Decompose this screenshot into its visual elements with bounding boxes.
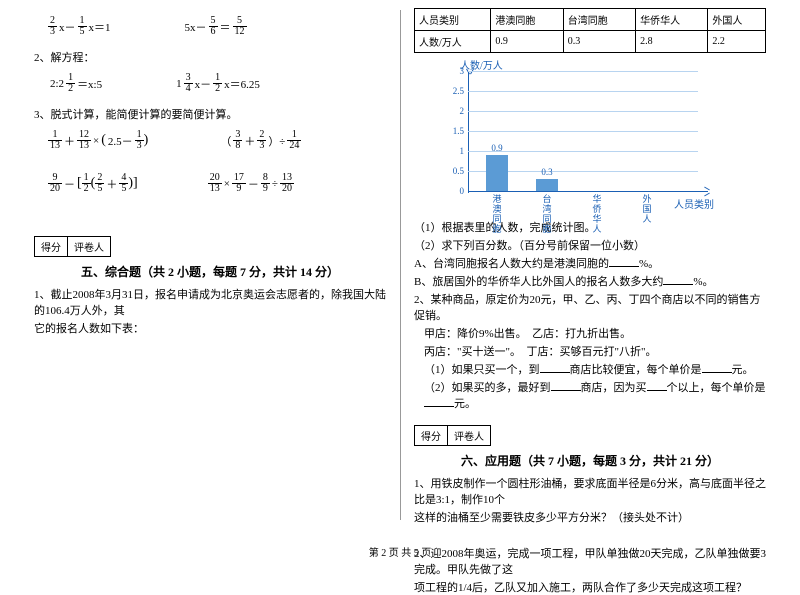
section-5-title: 五、综合题（共 2 小题，每题 7 分，共计 14 分） — [34, 263, 386, 280]
eq2b: 134x－12x＝6.25 — [174, 73, 262, 94]
td-tw: 0.3 — [563, 31, 635, 53]
equation-row-2: 2:212＝x:5 134x－12x＝6.25 — [48, 73, 386, 94]
score-box-6: 得分 评卷人 — [414, 425, 491, 446]
bar-value-label: 0.3 — [532, 167, 562, 177]
q5-2b: 甲店：降价9%出售。 乙店：打九折出售。 — [424, 325, 766, 341]
score-label: 得分 — [35, 237, 68, 256]
grid-line — [468, 111, 698, 112]
th-overseas: 华侨华人 — [636, 9, 708, 31]
eq3a: 113＋1213×(2.5－13) — [48, 130, 148, 151]
td-overseas: 2.8 — [636, 31, 708, 53]
q-A: A、台湾同胞报名人数大约是港澳同胞的%。 — [414, 255, 766, 271]
left-column: 23 x－ 15 x＝1 5x－ 56＝512 2、解方程： 2:212＝x:5… — [20, 8, 400, 540]
item-2-title: 2、解方程： — [34, 49, 386, 65]
y-axis — [468, 71, 469, 193]
x-category-label: 华侨华人 — [590, 195, 604, 235]
q6-1a: 1、用铁皮制作一个圆柱形油桶，要求底面半径是6分米，高与底面半径之比是3:1，制… — [414, 475, 766, 507]
eq1a: 23 x－ 15 x＝1 — [48, 16, 113, 37]
y-tick: 2.5 — [446, 86, 464, 96]
equation-row-4: 920－[12(25＋45)] 2013×179－89÷1320 — [48, 173, 386, 194]
item-3-title: 3、脱式计算，能简便计算的要简便计算。 — [34, 106, 386, 122]
bar-value-label: 0.9 — [482, 143, 512, 153]
y-tick: 3 — [446, 66, 464, 76]
page-footer: 第 2 页 共 5 页 — [0, 544, 800, 559]
eq2a: 2:212＝x:5 — [48, 73, 104, 94]
q6-2b: 项工程的1/4后，乙队又加入施工，两队合作了多少天完成这项工程？ — [414, 579, 766, 595]
table-data-row: 人数/万人 0.9 0.3 2.8 2.2 — [415, 31, 766, 53]
y-tick: 1 — [446, 146, 464, 156]
th-foreign: 外国人 — [708, 9, 766, 31]
x-arrow1 — [704, 187, 710, 191]
right-column: 人员类别 港澳同胞 台湾同胞 华侨华人 外国人 人数/万人 0.9 0.3 2.… — [400, 8, 780, 540]
data-table: 人员类别 港澳同胞 台湾同胞 华侨华人 外国人 人数/万人 0.9 0.3 2.… — [414, 8, 766, 53]
equation-row-1: 23 x－ 15 x＝1 5x－ 56＝512 — [48, 16, 386, 37]
equation-row-3: 113＋1213×(2.5－13) （38 ＋ 23）÷124 — [48, 130, 386, 151]
q-B: B、旅居国外的华侨华人比外国人的报名人数多大约%。 — [414, 273, 766, 289]
eq3b: （38 ＋ 23）÷124 — [218, 130, 301, 151]
section-6-title: 六、应用题（共 7 小题，每题 3 分，共计 21 分） — [414, 452, 766, 469]
q5-2a: 2、某种商品，原定价为20元，甲、乙、丙、丁四个商店以不同的销售方促销。 — [414, 291, 766, 323]
eq4b: 2013×179－89÷1320 — [208, 173, 294, 194]
th-tw: 台湾同胞 — [563, 9, 635, 31]
grader-label: 评卷人 — [448, 426, 490, 445]
x-category-label: 外国人 — [640, 195, 654, 225]
column-divider — [400, 10, 401, 520]
td-label: 人数/万人 — [415, 31, 491, 53]
td-foreign: 2.2 — [708, 31, 766, 53]
bar-chart: 人数/万人 00.511.522.530.9港澳同胞0.3台湾同胞华侨华人外国人… — [444, 61, 724, 211]
grid-line — [468, 91, 698, 92]
th-hk: 港澳同胞 — [491, 9, 563, 31]
q-2: （2）求下列百分数。（百分号前保留一位小数） — [414, 237, 766, 253]
grid-line — [468, 71, 698, 72]
score-box-5: 得分 评卷人 — [34, 236, 111, 257]
blank-e2 — [647, 380, 667, 391]
score-label: 得分 — [415, 426, 448, 445]
q5-2e: （2）如果买的多，最好到商店，因为买个以上，每个单价是元。 — [424, 379, 766, 411]
blank-e1 — [551, 380, 581, 391]
table-header-row: 人员类别 港澳同胞 台湾同胞 华侨华人 外国人 — [415, 9, 766, 31]
q5-2d: （1）如果只买一个，到商店比较便宜，每个单价是元。 — [424, 361, 766, 377]
bar — [486, 155, 508, 191]
blank-e3 — [424, 396, 454, 407]
y-tick: 0 — [446, 186, 464, 196]
y-tick: 2 — [446, 106, 464, 116]
td-hk: 0.9 — [491, 31, 563, 53]
blank-a — [609, 256, 639, 267]
x-category-label: 港澳同胞 — [490, 195, 504, 235]
blank-d1 — [540, 362, 570, 373]
grid-line — [468, 131, 698, 132]
blank-d2 — [702, 362, 732, 373]
y-tick: 0.5 — [446, 166, 464, 176]
blank-b — [663, 274, 693, 285]
q6-1b: 这样的油桶至少需要铁皮多少平方分米？（接头处不计） — [414, 509, 766, 525]
x-axis-label: 人员类别 — [674, 196, 714, 211]
q5-1-line1: 1、截止2008年3月31日，报名申请成为北京奥运会志愿者的，除我国大陆的106… — [34, 286, 386, 318]
th-category: 人员类别 — [415, 9, 491, 31]
eq1b: 5x－ 56＝512 — [183, 16, 247, 37]
bar — [536, 179, 558, 191]
y-tick: 1.5 — [446, 126, 464, 136]
x-axis — [468, 191, 708, 192]
q5-2c: 丙店："买十送一"。 丁店：买够百元打"八折"。 — [424, 343, 766, 359]
grader-label: 评卷人 — [68, 237, 110, 256]
eq4a: 920－[12(25＋45)] — [48, 173, 138, 194]
q5-1-line2: 它的报名人数如下表： — [34, 320, 386, 336]
x-category-label: 台湾同胞 — [540, 195, 554, 235]
